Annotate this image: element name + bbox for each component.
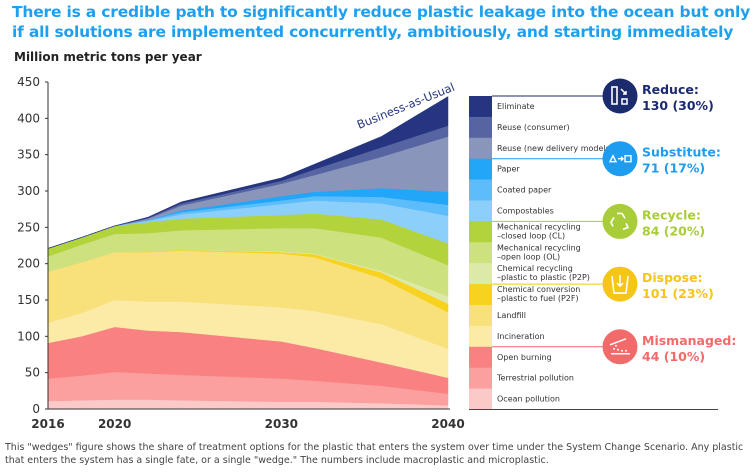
x-tick-label: 2020 bbox=[98, 417, 131, 431]
x-tick-label: 2040 bbox=[431, 417, 464, 431]
mismanaged-icon bbox=[609, 338, 630, 355]
group-reduce: Reduce:130 (30%) bbox=[492, 78, 714, 114]
legend-swatch bbox=[469, 221, 492, 243]
y-tick-label: 200 bbox=[17, 257, 40, 271]
legend-label: Paper bbox=[497, 165, 520, 174]
group-value: 101 (23%) bbox=[642, 286, 714, 301]
group-substitute: Substitute:71 (17%) bbox=[492, 141, 721, 177]
legend-swatch bbox=[469, 179, 492, 201]
group-badge bbox=[602, 203, 638, 239]
legend-label: Open burning bbox=[497, 353, 552, 362]
group-value: 44 (10%) bbox=[642, 349, 705, 364]
group-dispose: Dispose:101 (23%) bbox=[492, 266, 714, 302]
dispose-icon bbox=[611, 275, 629, 294]
legend-label: Coated paper bbox=[497, 186, 552, 195]
legend-label: Eliminate bbox=[497, 102, 535, 111]
legend-swatch bbox=[469, 325, 492, 348]
group-name: Mismanaged: bbox=[642, 333, 736, 348]
y-tick-label: 0 bbox=[32, 402, 40, 416]
group-name: Substitute: bbox=[642, 145, 721, 160]
legend-swatch bbox=[469, 346, 492, 368]
group-recycle: Recycle:84 (20%) bbox=[492, 203, 705, 239]
group-value: 84 (20%) bbox=[642, 223, 705, 238]
legend-label: Mechanical recycling –closed loop (CL) bbox=[497, 222, 581, 240]
group-badge bbox=[602, 78, 638, 114]
legend-swatch bbox=[469, 388, 492, 410]
legend-swatch bbox=[469, 263, 492, 285]
substitute-icon bbox=[608, 154, 632, 163]
y-tick-label: 150 bbox=[17, 293, 40, 307]
legend-swatch bbox=[469, 116, 492, 139]
y-tick-label: 100 bbox=[17, 329, 40, 343]
legend-label: Reuse (new delivery models) bbox=[497, 144, 613, 153]
legend-label: Incineration bbox=[497, 332, 545, 341]
group-badge bbox=[602, 329, 638, 365]
group-name: Recycle: bbox=[642, 207, 701, 222]
y-tick-label: 50 bbox=[25, 366, 40, 380]
group-name: Dispose: bbox=[642, 270, 703, 285]
legend-label: Landfill bbox=[497, 311, 526, 320]
y-tick-label: 450 bbox=[17, 75, 40, 89]
legend-swatch bbox=[469, 242, 492, 264]
y-tick-label: 350 bbox=[17, 148, 40, 162]
y-tick-label: 250 bbox=[17, 220, 40, 234]
legend-label: Chemical recycling –plastic to plastic (P… bbox=[497, 264, 590, 282]
recycle-icon bbox=[610, 212, 630, 231]
area-eliminate bbox=[47, 96, 449, 249]
legend-swatch bbox=[469, 367, 492, 389]
legend-label: Mechanical recycling –open loop (OL) bbox=[497, 243, 581, 261]
legend-swatch bbox=[469, 200, 492, 222]
y-axis-label: Million metric tons per year bbox=[14, 50, 202, 64]
x-tick-label: 2030 bbox=[265, 417, 298, 431]
reduce-icon bbox=[611, 86, 628, 105]
legend-label: Ocean pollution bbox=[497, 395, 560, 404]
legend-swatch bbox=[469, 284, 492, 306]
page-title: There is a credible path to significantl… bbox=[12, 3, 750, 41]
group-value: 130 (30%) bbox=[642, 98, 714, 113]
y-tick-label: 300 bbox=[17, 184, 40, 198]
group-value: 71 (17%) bbox=[642, 161, 705, 176]
y-tick-label: 400 bbox=[17, 111, 40, 125]
legend-swatch bbox=[469, 158, 492, 180]
x-tick-label: 2016 bbox=[31, 417, 64, 431]
legend-label: Chemical conversion –plastic to fuel (P2F… bbox=[497, 285, 580, 303]
group-name: Reduce: bbox=[642, 82, 699, 97]
legend-label: Reuse (consumer) bbox=[497, 123, 570, 132]
group-mismanaged: Mismanaged:44 (10%) bbox=[492, 329, 736, 365]
legend-swatch bbox=[469, 305, 492, 327]
legend-label: Terrestrial pollution bbox=[496, 374, 574, 383]
legend-swatch bbox=[469, 137, 492, 159]
footnote: This "wedges" figure shows the share of … bbox=[5, 442, 744, 466]
legend-label: Compostables bbox=[497, 207, 554, 216]
legend-swatch bbox=[469, 96, 492, 118]
